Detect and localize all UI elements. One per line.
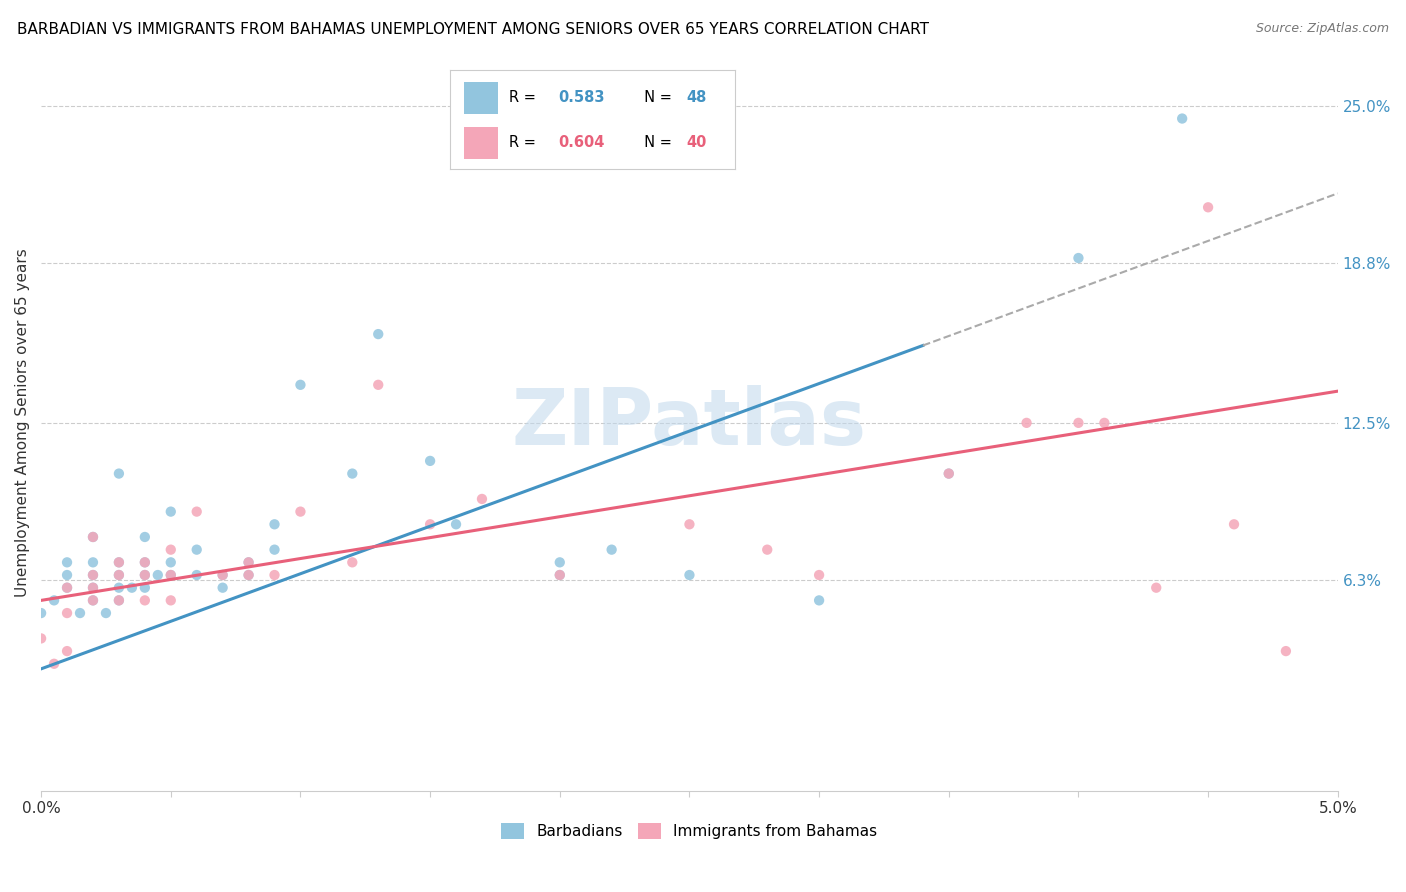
Point xyxy=(548,555,571,569)
Point xyxy=(82,581,104,595)
Point xyxy=(238,568,260,582)
Point xyxy=(69,606,91,620)
Point xyxy=(134,568,156,582)
Point xyxy=(186,505,208,519)
Point xyxy=(263,568,285,582)
Point xyxy=(1067,416,1090,430)
Point xyxy=(1015,416,1038,430)
Point xyxy=(134,593,156,607)
Point xyxy=(82,555,104,569)
Point xyxy=(211,568,233,582)
Point xyxy=(186,568,208,582)
Point xyxy=(159,568,181,582)
Point xyxy=(146,568,169,582)
Point xyxy=(108,581,131,595)
Point xyxy=(548,568,571,582)
Point xyxy=(1171,112,1194,126)
Point xyxy=(290,505,312,519)
Point xyxy=(134,530,156,544)
Point xyxy=(56,555,79,569)
Point xyxy=(30,632,52,646)
Point xyxy=(1144,581,1167,595)
Point xyxy=(263,517,285,532)
Point xyxy=(211,581,233,595)
Point xyxy=(82,530,104,544)
Point xyxy=(121,581,143,595)
Point xyxy=(56,581,79,595)
Point xyxy=(82,568,104,582)
Point xyxy=(367,327,389,342)
Point xyxy=(159,593,181,607)
Point xyxy=(678,517,700,532)
Point xyxy=(108,555,131,569)
Point xyxy=(159,505,181,519)
Point xyxy=(367,377,389,392)
Point xyxy=(938,467,960,481)
Point xyxy=(108,593,131,607)
Point xyxy=(263,542,285,557)
Point xyxy=(1092,416,1115,430)
Point xyxy=(471,491,494,506)
Point xyxy=(42,657,65,671)
Point xyxy=(94,606,117,620)
Point xyxy=(1067,251,1090,265)
Point xyxy=(290,377,312,392)
Point xyxy=(134,555,156,569)
Point xyxy=(808,568,831,582)
Legend: Barbadians, Immigrants from Bahamas: Barbadians, Immigrants from Bahamas xyxy=(495,817,883,846)
Point xyxy=(108,555,131,569)
Y-axis label: Unemployment Among Seniors over 65 years: Unemployment Among Seniors over 65 years xyxy=(15,249,30,598)
Point xyxy=(159,555,181,569)
Point xyxy=(108,593,131,607)
Point xyxy=(159,568,181,582)
Point xyxy=(1223,517,1246,532)
Point xyxy=(56,568,79,582)
Point xyxy=(808,593,831,607)
Text: ZIPatlas: ZIPatlas xyxy=(512,384,868,461)
Point xyxy=(211,568,233,582)
Point xyxy=(56,606,79,620)
Point xyxy=(159,542,181,557)
Point xyxy=(134,568,156,582)
Point xyxy=(82,530,104,544)
Point xyxy=(82,593,104,607)
Point xyxy=(342,467,364,481)
Point xyxy=(238,555,260,569)
Point xyxy=(42,593,65,607)
Point xyxy=(108,467,131,481)
Point xyxy=(678,568,700,582)
Point xyxy=(134,555,156,569)
Point xyxy=(186,542,208,557)
Text: Source: ZipAtlas.com: Source: ZipAtlas.com xyxy=(1256,22,1389,36)
Point xyxy=(82,568,104,582)
Point xyxy=(444,517,467,532)
Point xyxy=(108,568,131,582)
Text: BARBADIAN VS IMMIGRANTS FROM BAHAMAS UNEMPLOYMENT AMONG SENIORS OVER 65 YEARS CO: BARBADIAN VS IMMIGRANTS FROM BAHAMAS UNE… xyxy=(17,22,929,37)
Point xyxy=(419,454,441,468)
Point xyxy=(600,542,623,557)
Point xyxy=(1275,644,1298,658)
Point xyxy=(82,581,104,595)
Point xyxy=(56,581,79,595)
Point xyxy=(548,568,571,582)
Point xyxy=(56,644,79,658)
Point xyxy=(134,581,156,595)
Point xyxy=(756,542,779,557)
Point xyxy=(938,467,960,481)
Point xyxy=(30,606,52,620)
Point xyxy=(82,593,104,607)
Point xyxy=(238,568,260,582)
Point xyxy=(108,568,131,582)
Point xyxy=(419,517,441,532)
Point xyxy=(238,555,260,569)
Point xyxy=(342,555,364,569)
Point xyxy=(1197,200,1219,214)
